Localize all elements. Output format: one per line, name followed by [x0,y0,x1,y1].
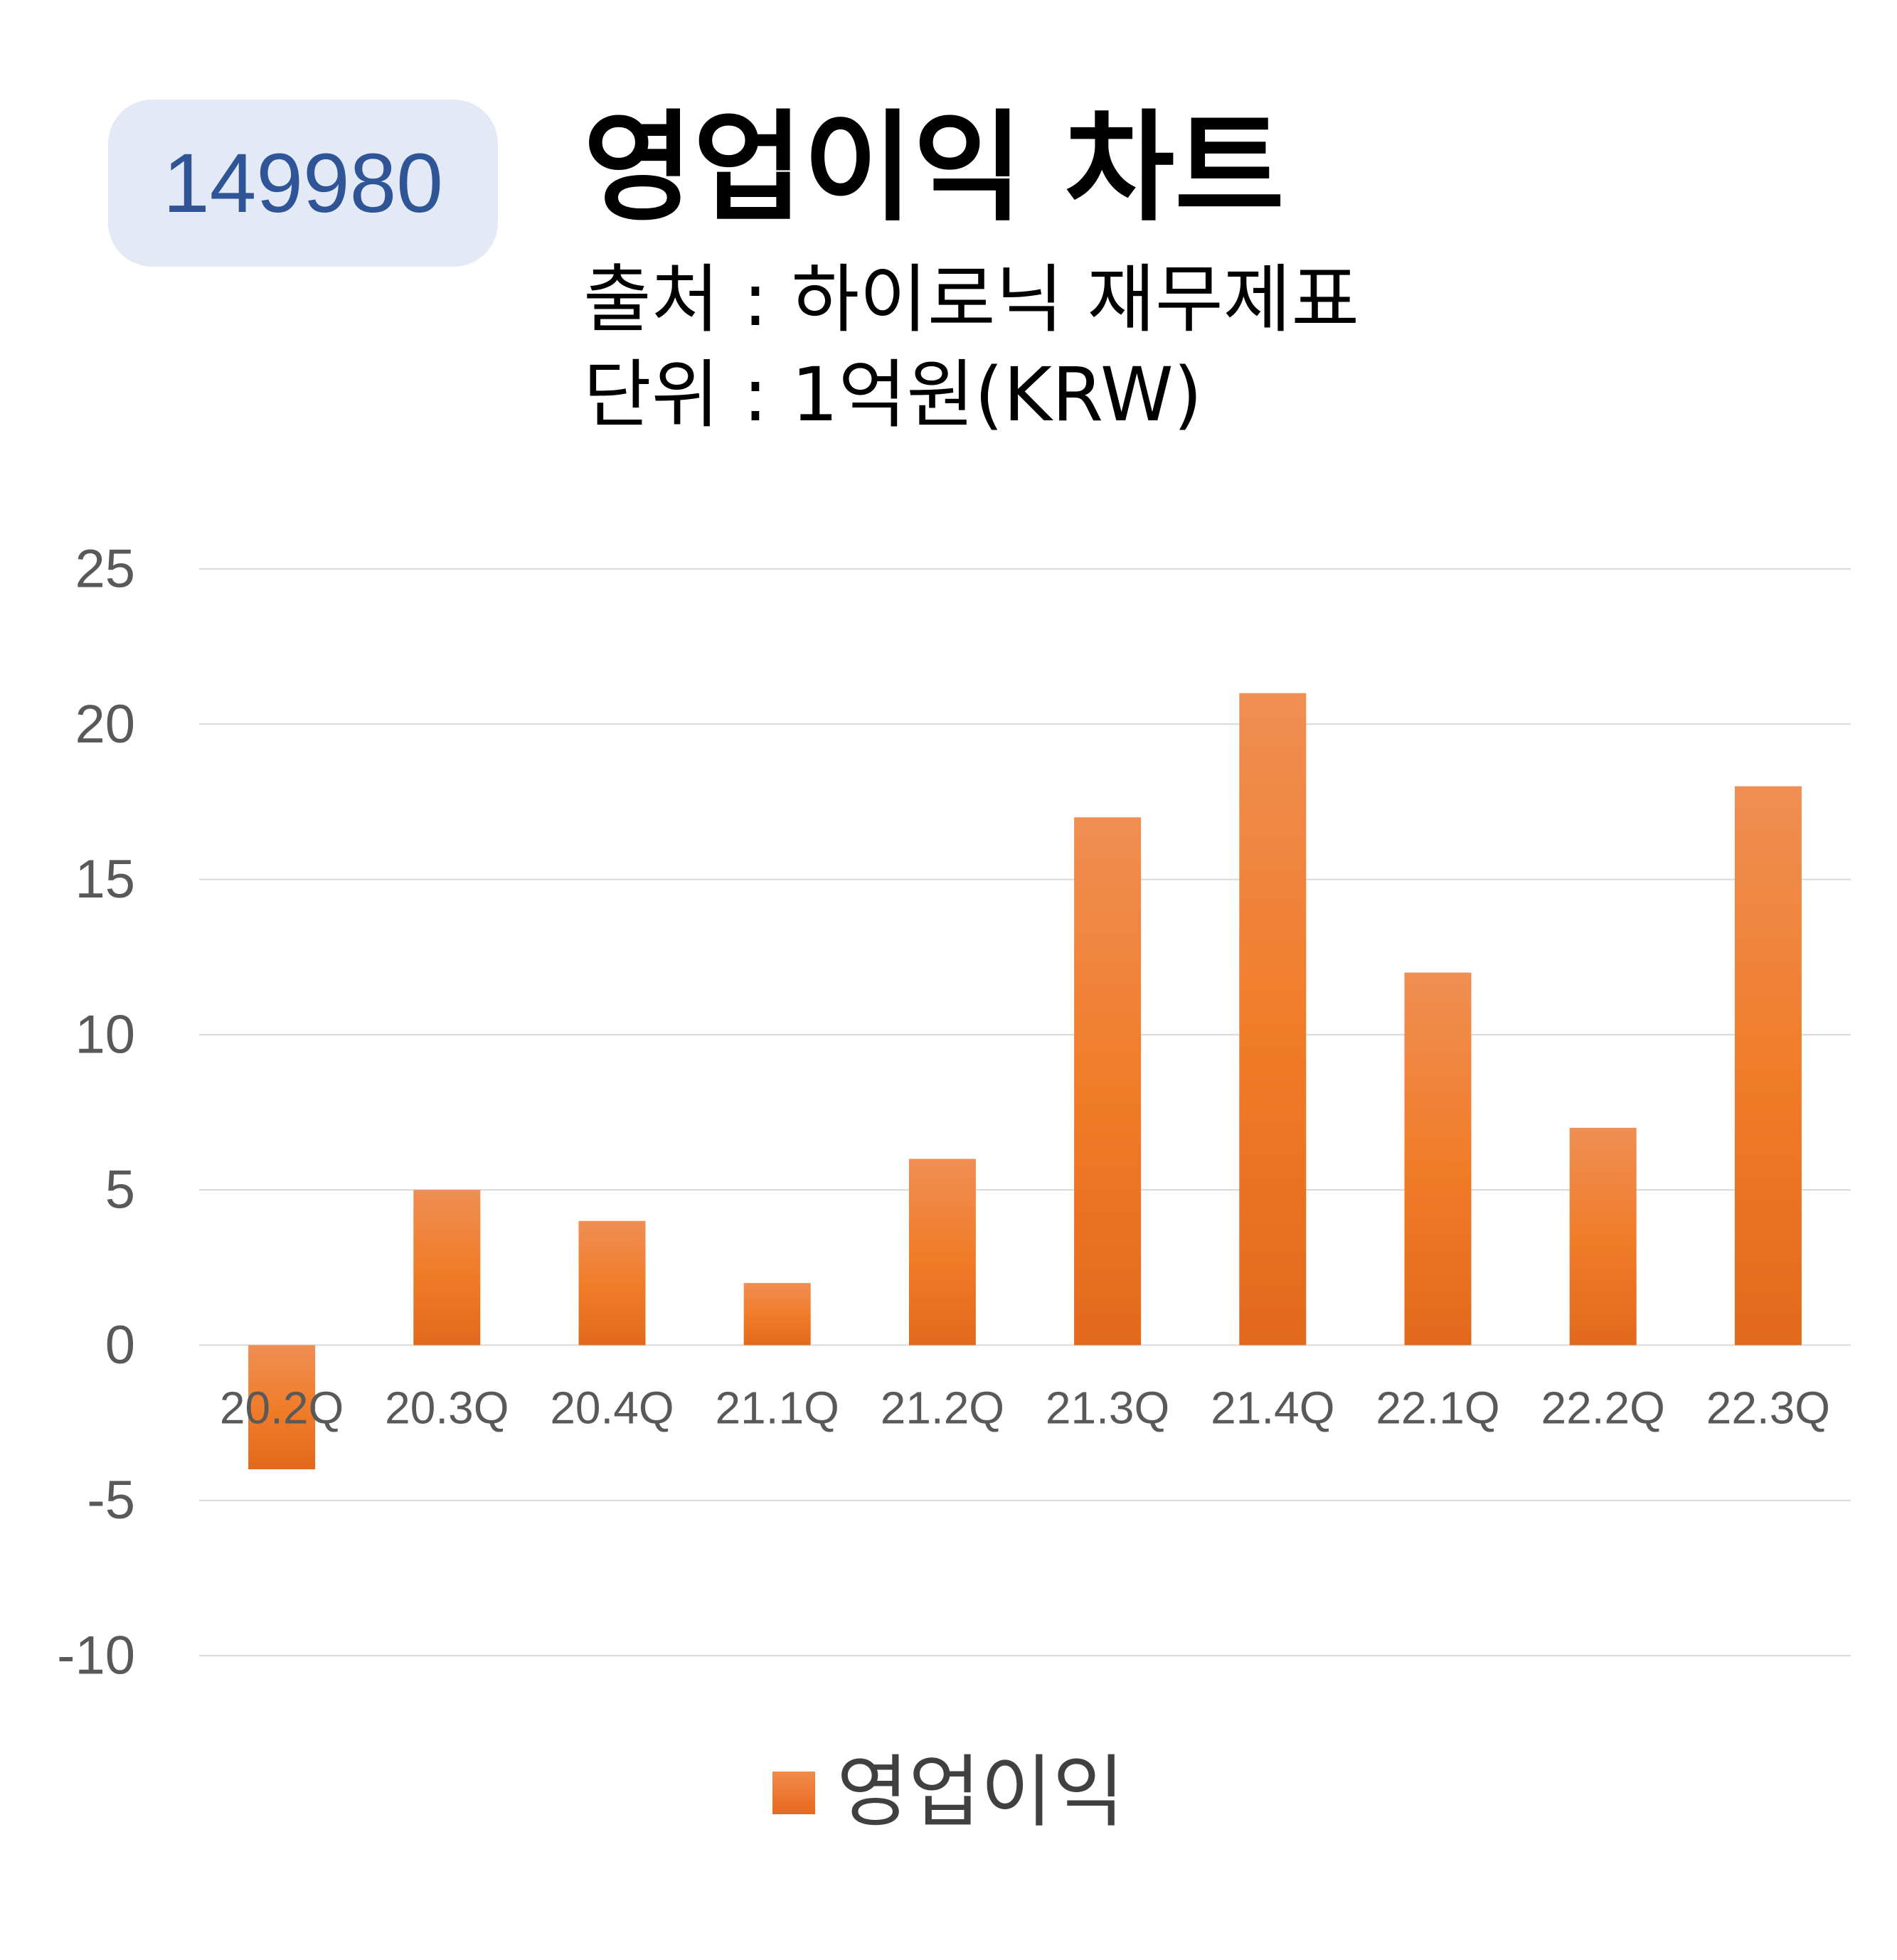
bar [1239,693,1307,1346]
y-tick-label: 0 [105,1315,135,1375]
source-note: 출처 : 하이로닉 재무제표 [583,256,1360,343]
y-axis-ticks: 25 20 15 10 5 0 -5 -10 [57,539,135,1686]
bar [248,1345,316,1470]
unit-note: 단위 : 1억원(KRW) [583,351,1203,438]
x-tick-label: 20.2Q [220,1382,344,1433]
x-tick-label: 21.1Q [716,1382,839,1433]
x-tick-label: 22.2Q [1541,1382,1665,1433]
bar [578,1220,646,1346]
bar [1734,786,1802,1346]
x-tick-label: 20.4Q [550,1382,674,1433]
bar-chart: 25 20 15 10 5 0 -5 -10 20.2Q 20.3Q 20.4Q 21.1Q 21.2… [57,539,1851,1686]
bar [1074,817,1142,1346]
x-tick-label: 20.3Q [385,1382,509,1433]
gridlines [199,568,1851,1656]
stock-code-badge: 149980 [108,100,498,267]
y-tick-label: -5 [87,1470,135,1530]
bars [248,693,1802,1470]
legend-swatch [772,1771,816,1814]
y-tick-label: 10 [75,1004,135,1065]
x-tick-label: 21.2Q [881,1382,1004,1433]
bar [1404,972,1472,1346]
x-tick-label: 21.3Q [1046,1382,1169,1433]
chart-title: 영업이익 차트 [583,98,1285,238]
y-tick-label: -10 [57,1626,135,1686]
x-tick-label: 21.4Q [1211,1382,1334,1433]
bar [743,1283,811,1346]
y-tick-label: 5 [105,1160,135,1220]
stock-code: 149980 [163,136,443,230]
y-tick-label: 25 [75,539,135,600]
legend-label: 영업이익 [836,1747,1125,1838]
bar [908,1159,976,1346]
legend: 영업이익 [0,1749,1897,1836]
x-tick-label: 22.3Q [1706,1382,1830,1433]
y-tick-label: 20 [75,694,135,755]
x-tick-label: 22.1Q [1376,1382,1499,1433]
y-tick-label: 15 [75,849,135,910]
x-axis-ticks: 20.2Q 20.3Q 20.4Q 21.1Q 21.2Q 21.3Q 21.4Q 22.1Q… [220,1382,1830,1433]
bar [1569,1127,1637,1346]
bar [413,1190,481,1346]
